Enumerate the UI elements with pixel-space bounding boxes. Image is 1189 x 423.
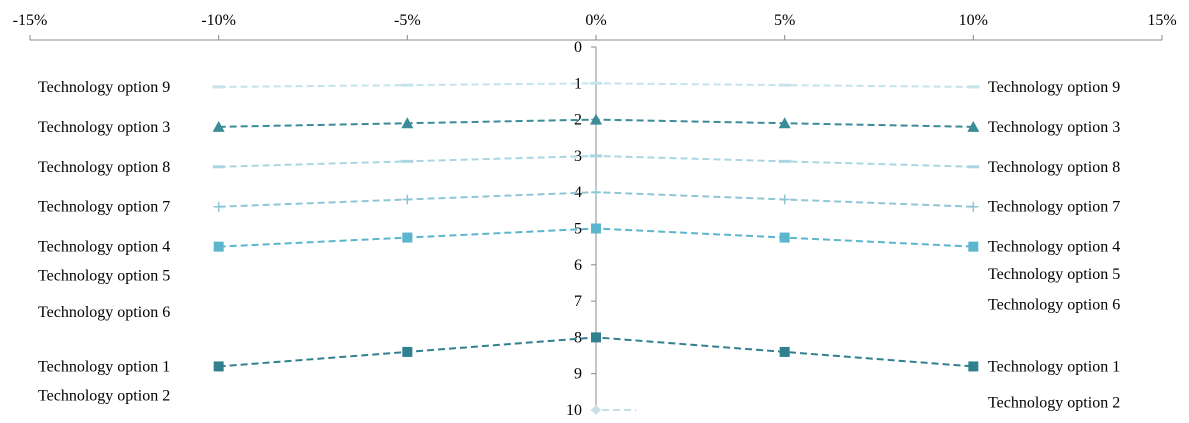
right-option-label: Technology option 4 xyxy=(988,239,1120,256)
left-option-label: Technology option 5 xyxy=(38,268,170,285)
data-point-square xyxy=(779,232,790,243)
data-point-square xyxy=(779,346,790,357)
y-tick-label: 5 xyxy=(574,221,582,238)
y-tick-label: 0 xyxy=(574,39,582,56)
right-option-label: Technology option 2 xyxy=(988,395,1120,412)
x-tick-label: -5% xyxy=(394,12,421,29)
left-option-label: Technology option 2 xyxy=(38,387,170,404)
left-option-label: Technology option 9 xyxy=(38,79,170,96)
right-option-label: Technology option 6 xyxy=(988,297,1120,314)
x-tick-label: 5% xyxy=(774,12,795,29)
data-point-plus xyxy=(968,201,979,212)
data-point-square xyxy=(968,241,979,252)
y-tick-label: 2 xyxy=(574,112,582,129)
data-point-square xyxy=(213,241,224,252)
x-tick-label: -15% xyxy=(13,12,48,29)
left-option-label: Technology option 4 xyxy=(38,239,170,256)
y-tick-label: 10 xyxy=(566,402,582,419)
y-tick-label: 4 xyxy=(574,184,582,201)
data-point-square xyxy=(402,346,413,357)
right-option-label: Technology option 1 xyxy=(988,358,1120,375)
left-option-label: Technology option 8 xyxy=(38,159,170,176)
series-layer xyxy=(212,81,980,415)
data-point-plus xyxy=(213,201,224,212)
right-option-label: Technology option 9 xyxy=(988,79,1120,96)
left-option-label: Technology option 3 xyxy=(38,119,170,136)
data-point-square xyxy=(591,223,601,234)
data-point-square xyxy=(213,361,224,372)
right-option-label: Technology option 8 xyxy=(988,159,1120,176)
left-option-label: Technology option 7 xyxy=(38,199,170,216)
y-tick-label: 7 xyxy=(574,293,582,310)
left-option-label: Technology option 1 xyxy=(38,358,170,375)
right-option-label: Technology option 3 xyxy=(988,119,1120,136)
data-point-triangle xyxy=(967,120,980,132)
data-point-plus xyxy=(779,194,790,205)
right-option-label: Technology option 5 xyxy=(988,266,1120,283)
y-tick-label: 3 xyxy=(574,148,582,165)
data-point-plus xyxy=(591,187,601,198)
data-point-diamond xyxy=(591,405,601,415)
x-tick-label: 0% xyxy=(585,12,606,29)
y-tick-label: 8 xyxy=(574,329,582,346)
data-point-triangle xyxy=(778,117,791,129)
y-tick-label: 9 xyxy=(574,366,582,383)
x-tick-label: 10% xyxy=(959,12,988,29)
y-tick-label: 6 xyxy=(574,257,582,274)
data-point-plus xyxy=(402,194,413,205)
right-option-label: Technology option 7 xyxy=(988,199,1120,216)
data-point-triangle xyxy=(212,120,225,132)
data-point-triangle xyxy=(401,117,414,129)
data-point-triangle xyxy=(590,113,602,125)
option-labels: Technology option 9 Technology option 3 Te… xyxy=(38,79,1120,412)
y-tick-label: 1 xyxy=(574,75,582,92)
data-point-square xyxy=(402,232,413,243)
left-option-label: Technology option 6 xyxy=(38,304,170,321)
x-tick-label: 15% xyxy=(1147,12,1176,29)
x-tick-label: -10% xyxy=(201,12,236,29)
data-point-square xyxy=(591,332,601,343)
data-point-square xyxy=(968,361,979,372)
